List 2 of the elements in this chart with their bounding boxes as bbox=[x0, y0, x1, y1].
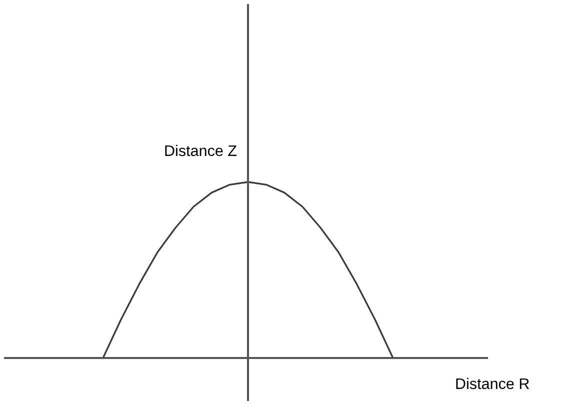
x-axis-title: Distance R bbox=[456, 378, 530, 390]
y-axis-title: Distance Z bbox=[165, 144, 237, 156]
